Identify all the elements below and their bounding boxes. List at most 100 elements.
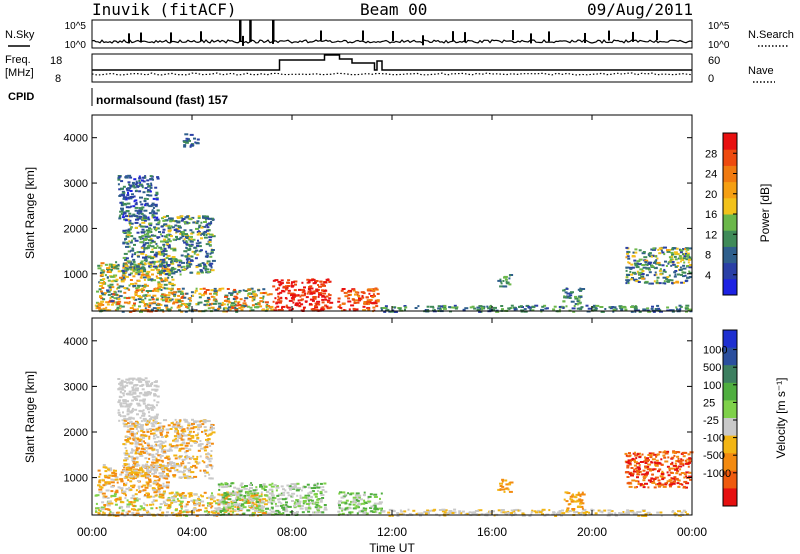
velocity-cell <box>146 468 149 470</box>
velocity-cell <box>636 453 640 456</box>
velocity-cell <box>144 447 149 449</box>
power-cell <box>523 310 528 313</box>
power-cell <box>167 233 171 236</box>
power-cell <box>294 304 297 306</box>
power-cell <box>175 230 179 233</box>
velocity-cell <box>188 495 191 498</box>
velocity-cell <box>182 438 186 441</box>
velocity-cell <box>150 467 154 470</box>
power-cell <box>141 176 145 179</box>
power-cell <box>347 300 352 303</box>
velocity-cell <box>194 466 198 469</box>
velocity-cell <box>151 466 155 469</box>
velocity-cell <box>685 475 688 478</box>
velocity-cell <box>131 459 136 462</box>
velocity-cell <box>367 495 372 498</box>
power-cell <box>195 249 199 252</box>
velocity-cell <box>210 467 213 470</box>
power-cell <box>686 265 690 267</box>
power-cell <box>141 228 145 231</box>
power-cell <box>133 304 136 307</box>
velocity-cell <box>642 469 646 472</box>
velocity-cell <box>157 490 161 493</box>
velocity-cell <box>136 432 138 435</box>
power-cell <box>177 299 181 302</box>
velocity-cell <box>675 466 678 468</box>
velocity-cell <box>271 490 274 493</box>
velocity-cell <box>152 456 155 458</box>
power-cell <box>205 255 209 258</box>
power-cell <box>131 181 135 184</box>
power-cell <box>365 296 369 299</box>
velocity-cell <box>129 411 133 414</box>
velocity-cell <box>518 509 522 512</box>
power-cell <box>324 296 327 299</box>
velocity-cell <box>247 499 250 502</box>
velocity-cell <box>682 464 685 467</box>
power-cell <box>645 267 650 270</box>
velocity-cell <box>667 474 671 477</box>
power-cell <box>150 302 153 305</box>
velocity-cell <box>286 484 290 487</box>
velocity-cell <box>360 510 364 513</box>
velocity-cell <box>190 456 194 459</box>
velocity-cell <box>142 502 145 505</box>
power-ylabel: Slant Range [km] <box>23 167 37 259</box>
velocity-cell <box>176 492 180 495</box>
power-cell <box>247 288 252 291</box>
power-cell <box>562 307 565 309</box>
velocity-cell <box>95 502 98 505</box>
velocity-cell <box>167 503 172 506</box>
power-cell <box>172 301 177 304</box>
power-cell <box>172 238 176 241</box>
velocity-cell <box>131 422 136 425</box>
power-cell <box>127 174 132 177</box>
power-cell <box>352 307 356 310</box>
power-cell <box>110 280 114 283</box>
power-cell <box>672 263 675 266</box>
velocity-cell <box>209 445 212 447</box>
velocity-cell <box>657 462 662 465</box>
power-cell <box>653 261 656 264</box>
velocity-cell <box>127 437 130 440</box>
velocity-cell <box>145 428 149 431</box>
power-cell <box>341 288 346 290</box>
power-cell <box>162 250 166 252</box>
power-cell <box>122 241 126 244</box>
power-cell <box>167 238 171 241</box>
power-cell <box>142 225 146 228</box>
velocity-cell <box>103 474 107 477</box>
velocity-cell <box>143 495 147 498</box>
velocity-cell <box>115 511 119 514</box>
velocity-cell <box>260 500 264 503</box>
power-colorbar-swatch <box>723 278 737 296</box>
velocity-cell <box>184 505 188 508</box>
velocity-cell <box>158 493 163 496</box>
velocity-cell <box>197 432 200 435</box>
power-cell <box>312 292 316 295</box>
power-cell <box>149 175 153 178</box>
nsky-line <box>91 39 693 44</box>
nave-tick-top: 60 <box>708 55 720 67</box>
velocity-cell <box>320 494 325 496</box>
power-cell <box>142 244 146 247</box>
velocity-cell <box>138 491 142 494</box>
velocity-cell <box>137 441 140 444</box>
power-cell <box>226 303 229 306</box>
power-cell <box>685 247 689 250</box>
power-cell <box>140 184 144 187</box>
power-cell <box>200 226 204 229</box>
power-cell <box>197 239 199 242</box>
power-cell <box>393 306 396 309</box>
velocity-cell <box>618 512 621 514</box>
velocity-cell <box>124 497 127 500</box>
power-cell <box>189 299 192 302</box>
power-cell <box>160 225 164 228</box>
power-cell <box>358 299 361 302</box>
power-cell <box>481 308 484 311</box>
power-cell <box>143 248 146 251</box>
power-cell <box>292 301 295 304</box>
power-cell <box>149 186 153 189</box>
power-cell <box>223 299 228 302</box>
velocity-cell <box>121 419 124 422</box>
